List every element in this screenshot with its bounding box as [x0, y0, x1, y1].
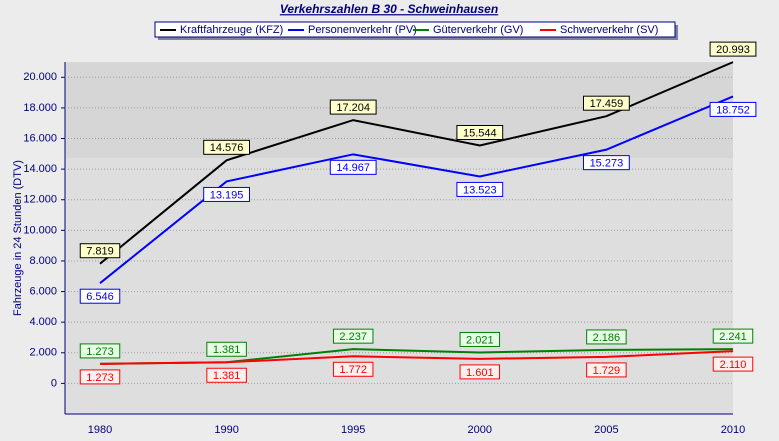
value-label: 17.204: [336, 102, 370, 114]
value-label-box: [712, 328, 754, 344]
value-label: 1.381: [213, 344, 241, 356]
legend-label: Kraftfahrzeuge (KFZ): [180, 24, 283, 36]
value-label-box: [79, 369, 121, 385]
value-label: 1.601: [466, 367, 494, 379]
value-label: 2.021: [466, 334, 494, 346]
value-label: 17.459: [590, 98, 624, 110]
y-tick-label: 10.000: [23, 224, 57, 236]
value-label: 20.993: [716, 44, 750, 56]
value-label: 2.237: [339, 331, 367, 343]
value-label-box: [712, 356, 754, 372]
y-axis-label: Fahrzeuge in 24 Stunden (DTV): [12, 160, 24, 316]
value-label: 1.273: [86, 372, 114, 384]
value-label: 1.729: [593, 365, 621, 377]
value-label-box: [79, 343, 121, 359]
y-tick-label: 12.000: [23, 194, 57, 206]
x-tick-label: 2010: [721, 424, 745, 436]
y-tick-label: 4.000: [29, 316, 57, 328]
value-label-box: [709, 101, 757, 117]
value-label-box: [586, 329, 627, 345]
y-tick-label: 0: [51, 377, 57, 389]
value-label: 2.186: [593, 332, 621, 344]
value-label: 18.752: [716, 104, 750, 116]
value-label-box: [206, 341, 247, 357]
value-label-box: [586, 362, 627, 378]
x-tick-label: 2005: [594, 424, 618, 436]
value-label-box: [329, 99, 377, 115]
y-tick-label: 2.000: [29, 347, 57, 359]
value-label: 2.241: [719, 331, 747, 343]
value-label: 1.772: [339, 364, 367, 376]
value-label-box: [203, 186, 250, 202]
y-tick-label: 6.000: [29, 285, 57, 297]
value-label-box: [329, 159, 377, 175]
value-label-box: [709, 41, 757, 57]
value-label-box: [79, 288, 121, 304]
value-label-box: [456, 125, 504, 141]
x-tick-label: 1980: [88, 424, 112, 436]
x-tick-label: 2000: [468, 424, 492, 436]
y-tick-label: 20.000: [23, 71, 57, 83]
value-label-box: [79, 243, 121, 259]
y-tick-label: 14.000: [23, 163, 57, 175]
value-label: 2.110: [720, 359, 747, 371]
series-line: [99, 350, 734, 365]
value-label-box: [203, 139, 250, 155]
y-tick-label: 16.000: [23, 132, 57, 144]
value-label: 1.381: [213, 370, 241, 382]
value-label: 13.523: [463, 184, 497, 196]
value-label-box: [583, 95, 630, 111]
value-label: 6.546: [86, 291, 114, 303]
value-label-box: [332, 328, 374, 344]
value-label-box: [206, 367, 247, 383]
value-label: 15.544: [463, 127, 497, 139]
value-label: 14.576: [210, 142, 244, 154]
legend-label: Güterverkehr (GV): [433, 24, 523, 36]
value-label: 1.273: [86, 346, 114, 358]
value-label: 7.819: [86, 246, 114, 258]
y-tick-label: 8.000: [29, 255, 57, 267]
value-label-box: [583, 155, 630, 171]
value-label-box: [459, 364, 501, 380]
value-label-box: [459, 331, 501, 347]
value-label: 14.967: [336, 162, 370, 174]
x-tick-label: 1990: [214, 424, 238, 436]
chart-title: Verkehrszahlen B 30 - Schweinhausen: [280, 2, 498, 16]
value-label-box: [456, 181, 504, 197]
legend-label: Personenverkehr (PV): [308, 24, 417, 36]
legend-label: Schwerverkehr (SV): [560, 24, 658, 36]
value-label: 15.273: [590, 158, 624, 170]
value-label-box: [332, 361, 374, 377]
x-tick-label: 1995: [341, 424, 365, 436]
value-label: 13.195: [210, 189, 244, 201]
y-tick-label: 18.000: [23, 102, 57, 114]
plot-band: [65, 62, 733, 158]
